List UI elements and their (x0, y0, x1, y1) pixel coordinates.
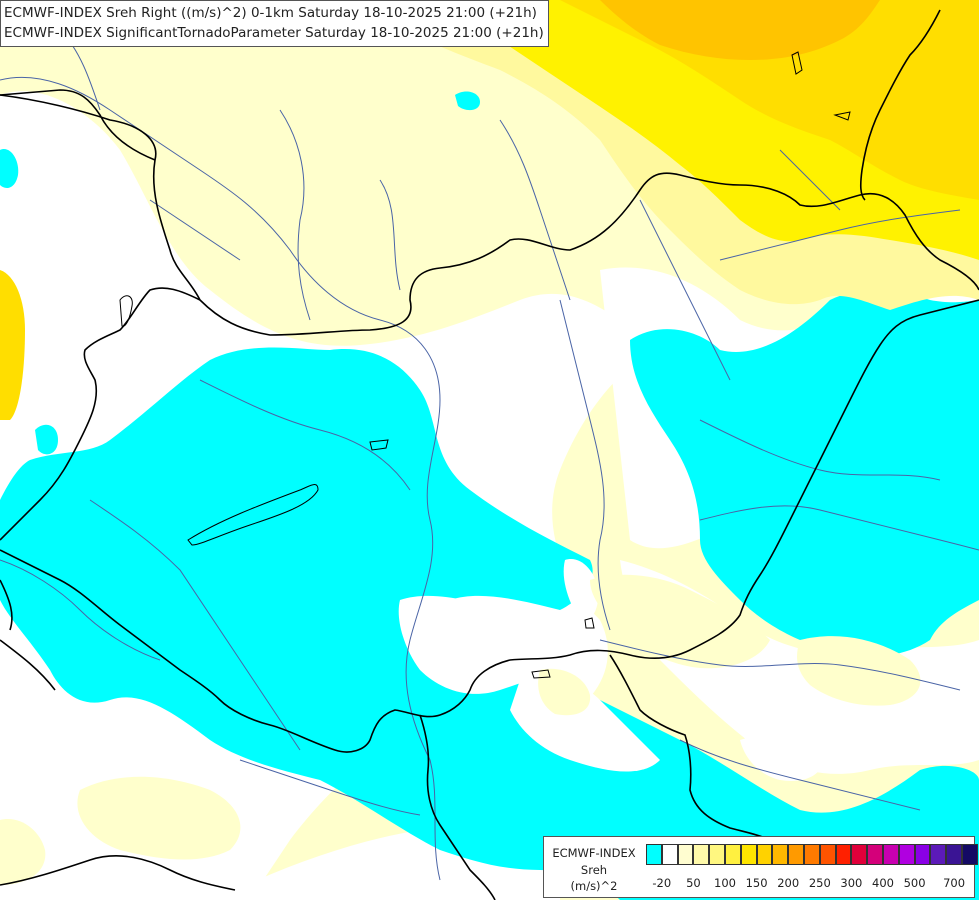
legend-swatch (946, 844, 962, 865)
country-borders (0, 9, 979, 900)
legend-tick-label: 200 (777, 876, 800, 890)
pale-patches (0, 574, 921, 885)
legend-tick-label: 250 (808, 876, 831, 890)
legend-swatch (804, 844, 820, 865)
legend-tick-label: 50 (686, 876, 701, 890)
legend-tick-label: 500 (903, 876, 926, 890)
legend-tick-label: 150 (745, 876, 768, 890)
legend-swatch (756, 844, 773, 865)
map-title-box: ECMWF-INDEX Sreh Right ((m/s)^2) 0-1km S… (0, 0, 549, 47)
rivers (0, 29, 979, 881)
title-line-sreh: ECMWF-INDEX Sreh Right ((m/s)^2) 0-1km S… (4, 5, 537, 21)
color-legend: ECMWF-INDEX Sreh (m/s)^2 -20 50 100 150 200 2… (543, 836, 978, 898)
legend-title-model: ECMWF-INDEX (552, 846, 636, 860)
legend-title-unit: (m/s)^2 (570, 879, 618, 893)
legend-swatch (914, 844, 931, 865)
legend-swatch (930, 844, 947, 865)
legend-swatch (898, 844, 915, 865)
legend-tick-label: 100 (714, 876, 736, 890)
legend-swatch (867, 844, 883, 865)
legend-tick-label: 700 (943, 876, 966, 890)
legend-swatch (740, 844, 757, 865)
legend-swatch (772, 844, 789, 865)
legend-swatch (819, 844, 836, 865)
lakes (119, 51, 851, 679)
legend-tick-label: 300 (840, 876, 863, 890)
legend-swatch (835, 844, 852, 865)
legend-swatch (677, 844, 694, 865)
legend-title-variable: Sreh (580, 863, 608, 877)
legend-swatch (646, 844, 662, 865)
legend-swatch (725, 844, 741, 865)
title-line-stp: ECMWF-INDEX SignificantTornadoParameter … (4, 25, 544, 41)
legend-tick-label: -20 (652, 876, 672, 890)
legend-swatch (962, 844, 978, 865)
legend-swatch (883, 844, 899, 865)
legend-swatch (788, 844, 804, 865)
legend-swatch (709, 844, 725, 865)
legend-swatch (693, 844, 710, 865)
legend-swatch (851, 844, 868, 865)
legend-tick-label: 400 (872, 876, 894, 890)
legend-swatch (661, 844, 678, 865)
